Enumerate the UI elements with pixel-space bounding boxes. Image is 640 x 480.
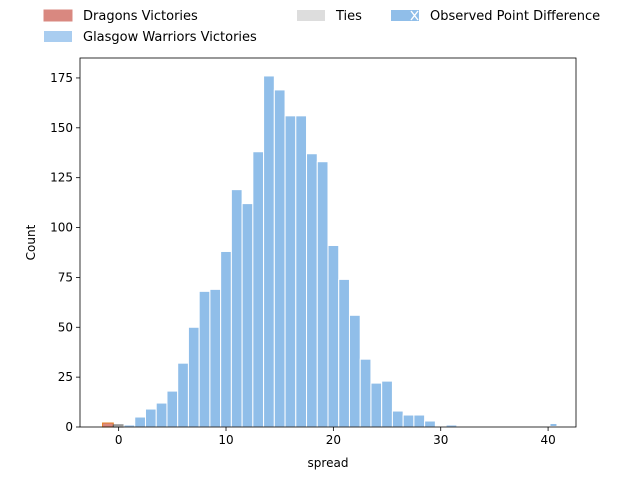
bar-glasgow bbox=[391, 410, 404, 428]
legend-label-ties: Ties bbox=[335, 9, 362, 24]
y-tick-label: 50 bbox=[58, 320, 73, 334]
legend-swatch-observed bbox=[391, 10, 419, 21]
bar-glasgow bbox=[134, 416, 146, 428]
legend-x-marker-icon bbox=[410, 10, 419, 21]
x-tick-label: 30 bbox=[433, 433, 448, 447]
bar-glasgow bbox=[295, 115, 308, 428]
bar-glasgow bbox=[316, 161, 329, 428]
bar-glasgow bbox=[241, 203, 254, 428]
bar-glasgow bbox=[381, 380, 393, 428]
bar-dragons bbox=[102, 422, 114, 428]
bar-glasgow bbox=[284, 115, 297, 428]
legend-label-glasgow: Glasgow Warriors Victories bbox=[83, 30, 257, 45]
x-tick-label: 0 bbox=[115, 433, 123, 447]
bar-glasgow bbox=[424, 420, 436, 428]
y-tick-label: 150 bbox=[50, 121, 73, 135]
x-axis-label: spread bbox=[308, 456, 349, 470]
y-tick-label: 125 bbox=[50, 171, 73, 185]
legend-label-observed: Observed Point Difference bbox=[430, 9, 600, 24]
bars-group bbox=[102, 75, 458, 428]
bar-glasgow bbox=[177, 362, 189, 428]
bar-glasgow bbox=[338, 278, 350, 428]
bar-glasgow bbox=[327, 244, 340, 428]
bar-glasgow bbox=[144, 408, 157, 428]
legend-swatch-glasgow bbox=[44, 31, 72, 42]
bar-glasgow bbox=[187, 326, 200, 428]
x-tick-label: 20 bbox=[326, 433, 341, 447]
y-axis-ticks: 0 25 50 75 100 125 150 175 bbox=[50, 71, 80, 434]
legend-label-dragons: Dragons Victories bbox=[83, 9, 198, 24]
bar-glasgow bbox=[263, 75, 275, 428]
legend-swatch-ties bbox=[297, 10, 325, 21]
legend-swatch-dragons bbox=[43, 9, 73, 22]
y-tick-label: 75 bbox=[58, 270, 73, 284]
legend: Dragons Victories Ties Observed Point Diff… bbox=[43, 9, 600, 45]
x-tick-label: 10 bbox=[218, 433, 233, 447]
bar-glasgow bbox=[306, 153, 318, 428]
bar-glasgow bbox=[198, 290, 211, 428]
y-axis-label: Count bbox=[24, 224, 38, 260]
y-tick-label: 100 bbox=[50, 221, 73, 235]
bar-glasgow bbox=[359, 358, 372, 428]
plot-frame bbox=[79, 57, 577, 428]
bar-glasgow bbox=[370, 382, 383, 428]
bar-glasgow bbox=[252, 151, 265, 428]
y-tick-label: 0 bbox=[65, 420, 73, 434]
bar-glasgow bbox=[273, 89, 286, 428]
bar-glasgow bbox=[220, 250, 232, 428]
bar-glasgow bbox=[348, 314, 361, 428]
bar-glasgow bbox=[230, 189, 243, 428]
bar-glasgow bbox=[402, 414, 415, 428]
x-axis-ticks: 0 10 20 30 40 bbox=[115, 427, 556, 447]
bar-glasgow bbox=[166, 390, 179, 428]
bar-glasgow bbox=[209, 288, 222, 428]
bar-glasgow bbox=[155, 402, 168, 428]
y-tick-label: 175 bbox=[50, 71, 73, 85]
bar-glasgow bbox=[413, 414, 426, 428]
x-tick-label: 40 bbox=[540, 433, 555, 447]
y-tick-label: 25 bbox=[58, 370, 73, 384]
